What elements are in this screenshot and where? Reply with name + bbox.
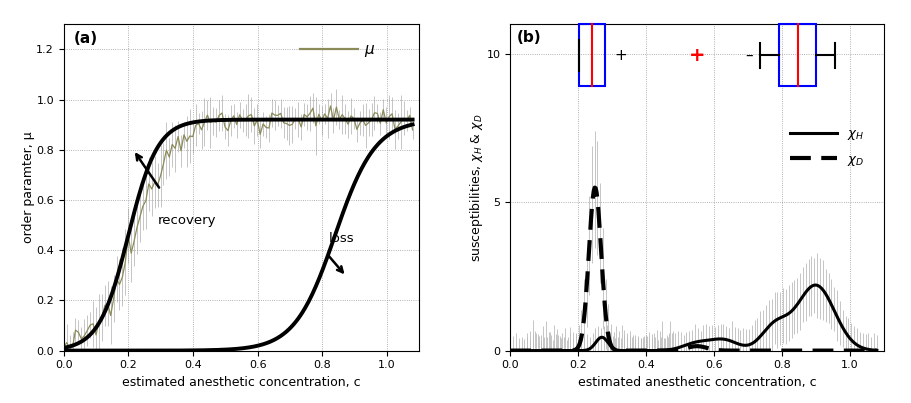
Text: μ: μ (364, 42, 374, 57)
Bar (779, 24, 816, 86)
Text: loss: loss (329, 232, 354, 245)
Text: +: + (689, 46, 705, 65)
Legend: $\chi_H$, $\chi_D$: $\chi_H$, $\chi_D$ (785, 122, 870, 173)
Text: –: – (745, 48, 753, 63)
Text: recovery: recovery (158, 214, 216, 226)
X-axis label: estimated anesthetic concentration, c: estimated anesthetic concentration, c (578, 376, 816, 389)
Text: +: + (614, 48, 627, 63)
Text: (b): (b) (517, 30, 541, 45)
X-axis label: estimated anesthetic concentration, c: estimated anesthetic concentration, c (122, 376, 361, 389)
Text: (a): (a) (74, 31, 97, 46)
Bar (579, 24, 606, 86)
Y-axis label: susceptibilities, $\chi_H$ & $\chi_D$: susceptibilities, $\chi_H$ & $\chi_D$ (468, 113, 485, 262)
Y-axis label: order paramter, μ: order paramter, μ (22, 132, 35, 243)
